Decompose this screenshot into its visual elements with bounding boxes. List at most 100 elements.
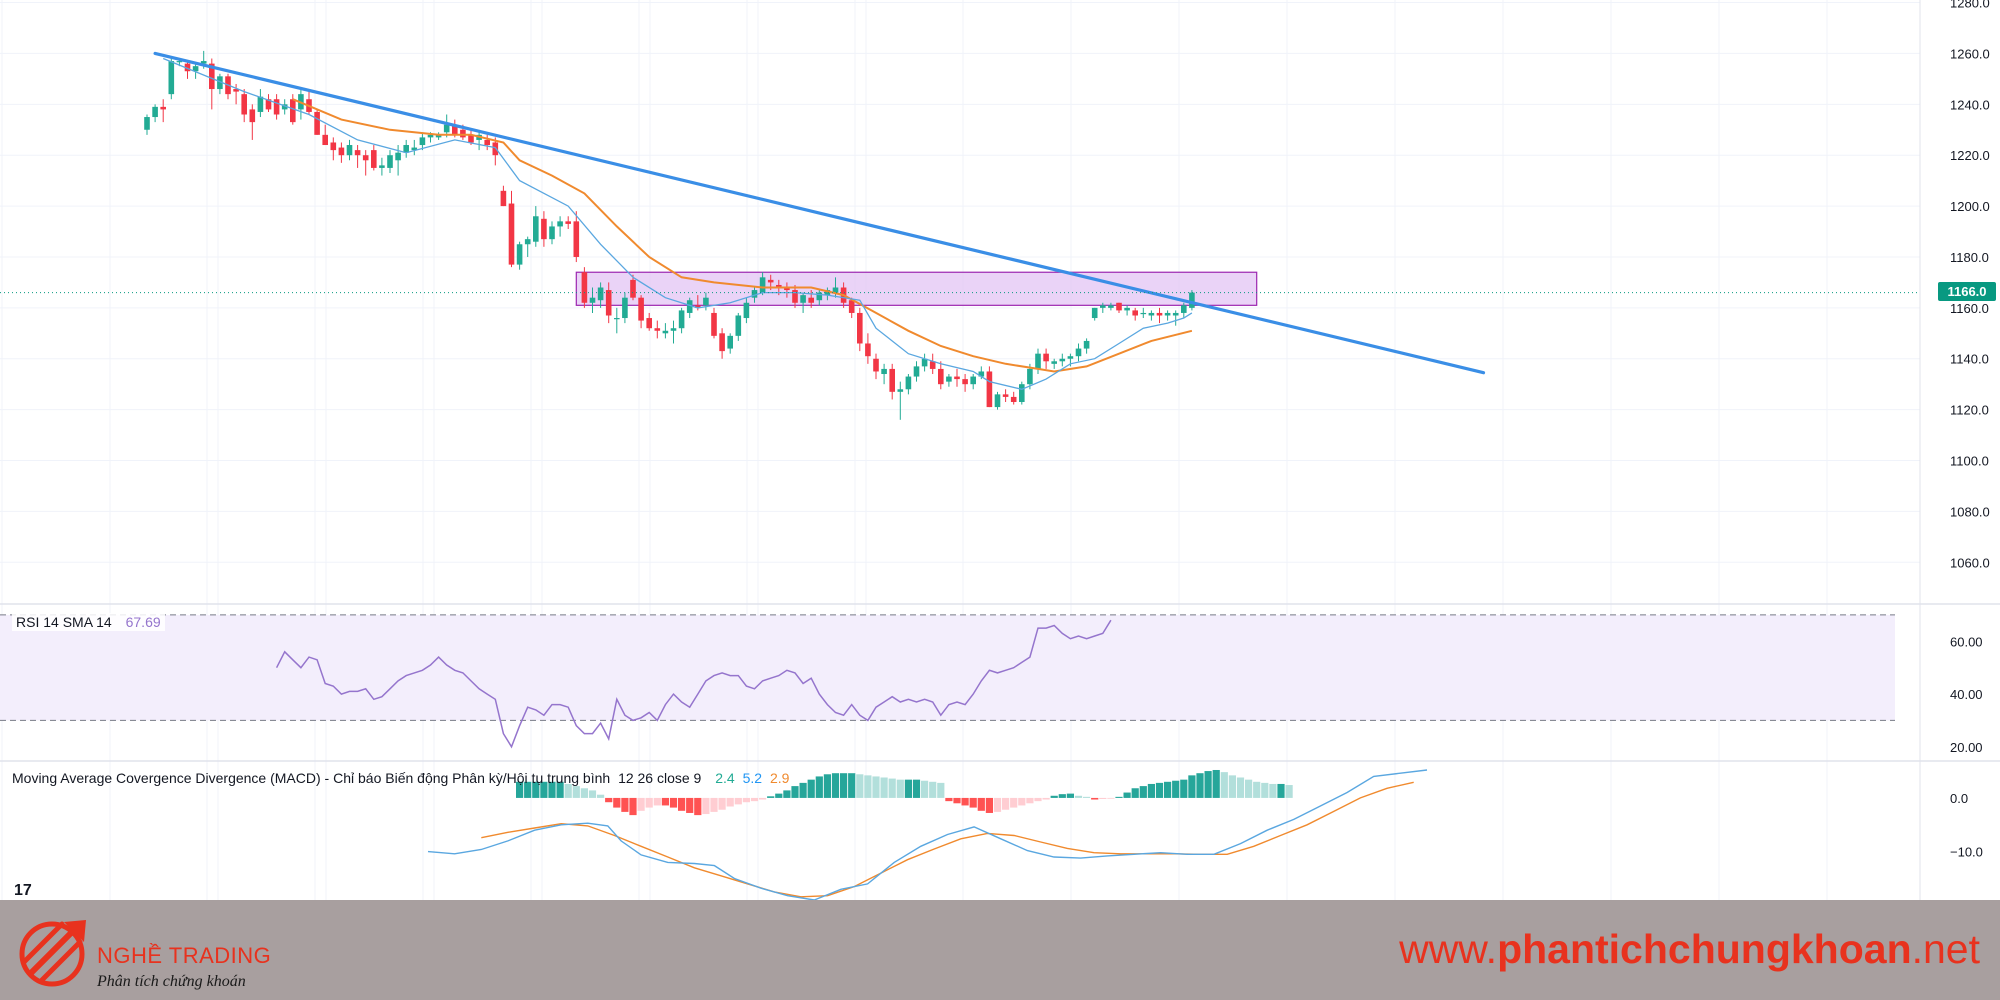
brand-tagline: Phân tích chứng khoán [97,973,246,990]
candle-body [200,61,207,64]
price-tick-label: 1180.0 [1950,250,1989,265]
resistance-zone-rect [575,271,1258,306]
macd-histogram-bar [710,797,718,812]
candle-body [192,66,199,72]
macd-histogram-bar [621,797,629,812]
candle-body [1156,312,1163,316]
macd-histogram-bar [1204,771,1212,798]
candle-body [314,111,320,135]
macd-histogram-bar [759,797,767,800]
candle-body [549,226,555,240]
candle-body [443,124,450,133]
candle-body [1075,348,1082,357]
candle-body [1027,368,1033,385]
macd-histogram-bar [1018,797,1026,806]
candle-body [371,150,377,168]
candle-body [1019,384,1025,402]
rsi-tick-label: 60.00 [1950,634,1983,649]
macd-histogram-bar [580,788,588,798]
macd-title: Moving Average Covergence Divergence (MA… [12,770,611,786]
rsi-legend[interactable]: RSI 14 SMA 14 67.69 [12,613,165,631]
rocket-arrow-logo-icon [19,920,86,987]
candle-body [241,94,247,115]
macd-histogram-bar [1180,779,1188,798]
brand-name: NGHỀ TRADING [97,943,272,968]
candle-body [1002,394,1009,397]
macd-histogram-bar [1147,783,1155,798]
macd-histogram-bar [945,797,953,802]
macd-histogram-bar [1245,779,1253,798]
candle-body [330,142,337,151]
candle-body [1189,292,1195,308]
macd-histogram-bar [799,782,807,798]
macd-histogram-bar [1269,783,1277,798]
footer-banner: NGHỀ TRADING Phân tích chứng khoán www.p… [0,900,2000,1000]
macd-histogram-bar [1155,782,1164,798]
macd-histogram-bar [686,797,694,813]
macd-histogram-bar [661,797,669,806]
candle-body [233,89,239,92]
candle-body [589,297,596,303]
price-tick-label: 1280.0 [1950,0,1990,11]
macd-legend[interactable]: Moving Average Covergence Divergence (MA… [12,770,789,786]
rsi-panel[interactable] [0,614,1895,749]
macd-histogram-value: 2.4 [715,770,735,786]
macd-histogram-bar [848,773,856,798]
candle-body [662,330,669,334]
pane-separators[interactable] [0,0,2000,900]
candle-body [411,147,418,151]
candle-body [500,190,507,207]
candle-body [1164,312,1171,316]
resistance-zone[interactable] [575,271,1258,306]
candle-body [435,134,442,138]
candle-body [767,279,774,283]
candle-body [379,165,385,168]
candle-body [1035,353,1041,369]
macd-histogram-bar [702,797,710,815]
candle-body [1067,356,1074,359]
candle-body [776,284,782,288]
macd-line [427,769,1428,900]
macd-histogram-bar [969,797,977,808]
candle-body [468,134,474,143]
candle-body [168,61,175,95]
candle-body [565,221,571,224]
site-prefix: www. [1399,926,1498,972]
candle-body [994,394,1001,408]
candle-body [800,295,806,303]
trendline[interactable] [0,51,1920,375]
website-link[interactable]: www.phantichchungkhoan.net [1399,926,1980,973]
candle-body [541,218,547,240]
candle-body [492,142,499,156]
candle-body [533,216,539,242]
macd-tick-label: 0.0 [1950,791,1968,806]
candle-body [184,63,191,72]
price-tick-label: 1120.0 [1950,403,1989,418]
candle-body [524,239,531,245]
candle-body [848,300,855,313]
macd-histogram-bar [1188,775,1196,798]
tradingview-logo-icon[interactable]: 17 [14,882,32,899]
candle-body [865,343,871,357]
candle-body [913,366,920,377]
macd-histogram-bar [1034,797,1042,802]
candle-body [881,368,887,375]
candle-body [1083,340,1090,349]
candle-body [395,152,401,161]
rsi-title: RSI 14 SMA 14 [16,614,112,630]
candle-body [419,137,426,146]
macd-histogram-bar [872,776,880,798]
macd-histogram-bar [532,781,540,798]
macd-panel[interactable] [427,769,1428,900]
trading-chart[interactable]: 1060.0 1080.0 1100.0 1120.0 1140.0 1160.0 1180… [0,0,2000,900]
macd-histogram-bar [1253,781,1261,798]
candle-body [460,129,466,138]
macd-histogram-bar [961,797,969,806]
candle-body [646,318,652,329]
macd-histogram-bar [1026,797,1034,804]
candle-body [946,376,952,382]
price-axis[interactable]: 1060.0 1080.0 1100.0 1120.0 1140.0 1160.0 1180… [1920,0,2000,900]
candle-body [873,358,879,372]
candle-body [597,287,604,301]
candle-body [857,312,863,344]
